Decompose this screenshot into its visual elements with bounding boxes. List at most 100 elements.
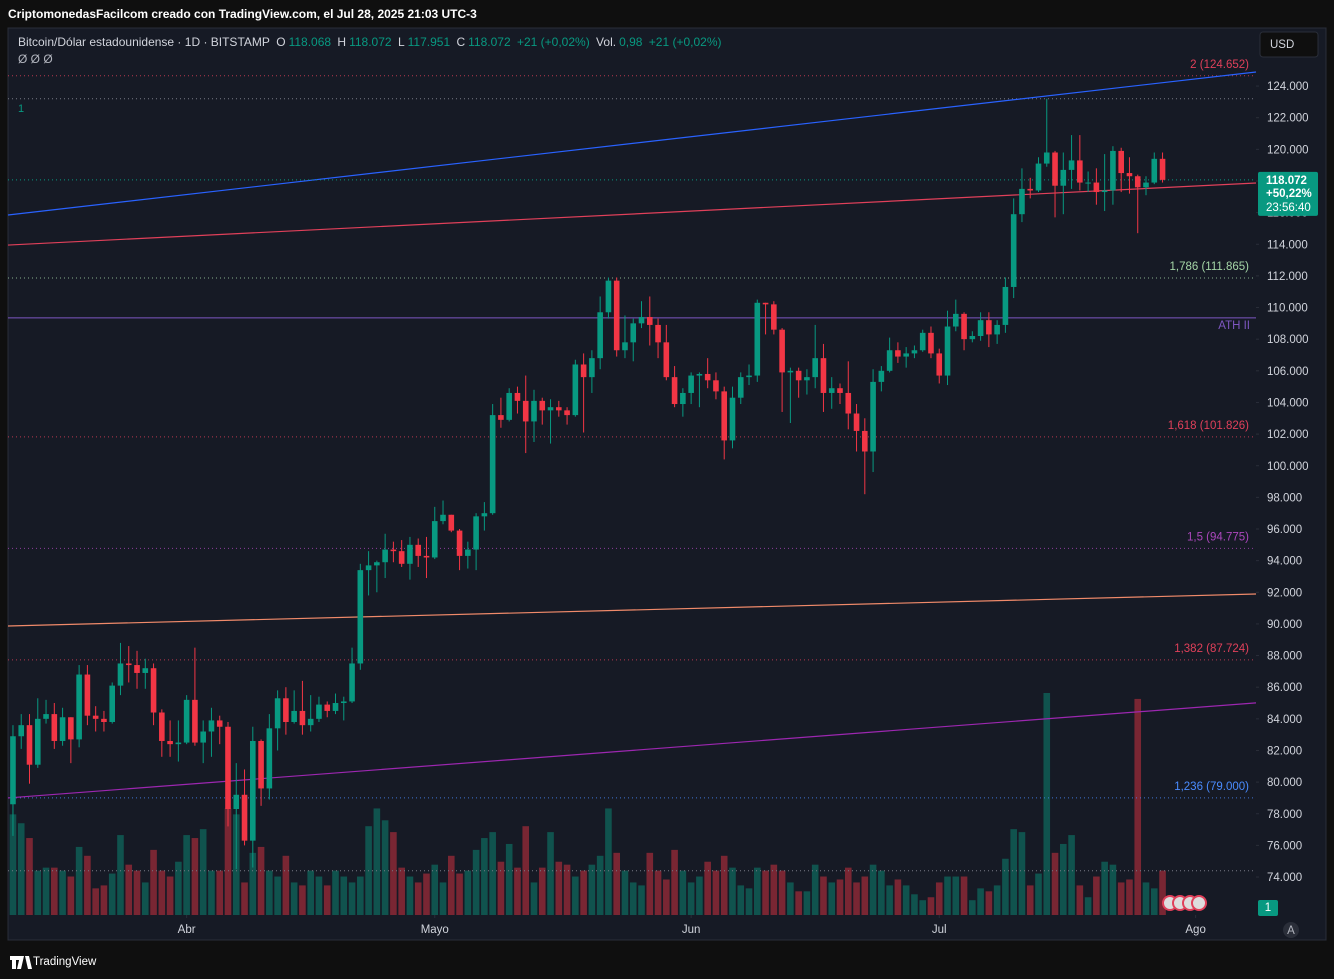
candle-body	[531, 400, 537, 422]
candle-body	[431, 521, 438, 558]
candle-body	[365, 565, 372, 571]
volume-bar	[803, 891, 811, 915]
price-badge-change: +50,22%	[1266, 188, 1312, 200]
candle-body	[440, 514, 446, 522]
candle-body	[150, 668, 157, 713]
y-tick-label: 112.000	[1267, 271, 1308, 283]
volume-bar	[588, 864, 596, 915]
candle-body	[713, 380, 719, 392]
candle-body	[125, 663, 132, 666]
x-tick-label: Jul	[932, 924, 947, 936]
vol-change: +21 (+0,02%)	[648, 35, 722, 49]
price-badge	[1258, 171, 1318, 216]
volume-bar	[1134, 698, 1142, 915]
indicator-symbols: Ø Ø Ø	[18, 52, 53, 66]
auto-button[interactable]	[1283, 922, 1299, 938]
volume-bar	[183, 835, 190, 915]
candle-body	[646, 317, 653, 325]
currency-button[interactable]	[1259, 31, 1319, 58]
volume-bar	[762, 870, 769, 915]
candle-body	[977, 320, 984, 337]
volume-bar	[241, 882, 248, 915]
volume-bar	[266, 870, 273, 915]
volume-bar	[1159, 870, 1166, 915]
candle-body	[613, 280, 620, 351]
auto-label[interactable]: A	[1287, 925, 1295, 937]
volume-bar	[1060, 843, 1067, 915]
candle-body	[92, 715, 99, 719]
candle-body	[208, 720, 215, 732]
candle-body	[332, 703, 339, 711]
volume-bar	[414, 882, 422, 915]
brand: TradingView	[33, 956, 97, 968]
volume-bar	[166, 876, 174, 915]
candle-body	[804, 377, 810, 381]
volume-bar	[638, 885, 645, 915]
candle-body	[159, 712, 165, 741]
candle-body	[928, 332, 934, 354]
volume-bar	[1142, 882, 1150, 915]
y-tick-label: 100.000	[1267, 461, 1309, 473]
candle-body	[1060, 169, 1067, 186]
volume-bar	[1150, 888, 1158, 915]
candle-body	[423, 555, 430, 558]
candle-body	[622, 342, 628, 351]
candle-body	[1043, 152, 1050, 164]
candle-body	[266, 728, 273, 789]
candle-body	[564, 410, 570, 416]
volume-bar	[505, 843, 513, 915]
candle-body	[1151, 158, 1158, 183]
symbol: Bitcoin/Dólar estadounidense · 1D · BITS…	[18, 35, 270, 49]
volume-bar	[1084, 897, 1092, 915]
l-label: L	[397, 35, 405, 49]
candle-body	[283, 698, 289, 723]
candle-body	[59, 717, 66, 741]
volume-bar	[17, 823, 25, 915]
candle-body	[233, 794, 240, 810]
candle-body	[1035, 163, 1042, 191]
volume-bar	[456, 873, 463, 915]
candle-body	[415, 544, 422, 556]
volume-bar	[307, 870, 314, 915]
candle-body	[216, 720, 223, 727]
fib-label: 1,786 (111.865)	[1170, 261, 1250, 273]
volume-bar	[464, 870, 472, 915]
volume-bar	[811, 864, 819, 915]
volume-bar	[944, 876, 951, 915]
candle-body	[969, 336, 976, 340]
plot: ATH II 2 (124.652) 1,786 (111.865) 1,618 (1…	[7, 59, 1257, 915]
volume-bar	[26, 838, 33, 915]
candle-body	[117, 663, 124, 686]
candle-body	[274, 698, 281, 729]
currency[interactable]: USD	[1270, 39, 1294, 51]
candle-body	[51, 714, 58, 741]
candle-body	[746, 375, 752, 378]
candle-body	[704, 373, 711, 381]
volume-bar	[1076, 885, 1084, 915]
candle-body	[374, 562, 380, 566]
fib-label: 1,236 (79.000)	[1174, 781, 1249, 793]
volume-bar	[489, 832, 496, 915]
volume-bar	[423, 873, 430, 915]
volume-bar	[299, 885, 306, 915]
candle-body	[671, 377, 678, 405]
candle-body	[1110, 150, 1116, 191]
candle-body	[183, 699, 190, 743]
candle-body	[994, 324, 1000, 335]
volume-bar	[1002, 858, 1009, 915]
y-tick-label: 90.000	[1267, 619, 1302, 631]
candle-body	[175, 742, 182, 745]
candle-body	[522, 400, 529, 422]
y-tick-label: 76.000	[1267, 840, 1302, 852]
candle-body	[771, 304, 777, 330]
volume-bar	[332, 870, 339, 915]
fib-label: 2 (124.652)	[1190, 59, 1249, 71]
y-tick-label: 98.000	[1267, 492, 1302, 504]
volume-bar	[9, 814, 17, 915]
candle-body	[944, 326, 951, 376]
candle-body	[605, 280, 612, 313]
volume-bar	[216, 870, 224, 915]
volume-bar	[621, 870, 629, 915]
volume-bar	[538, 867, 546, 915]
